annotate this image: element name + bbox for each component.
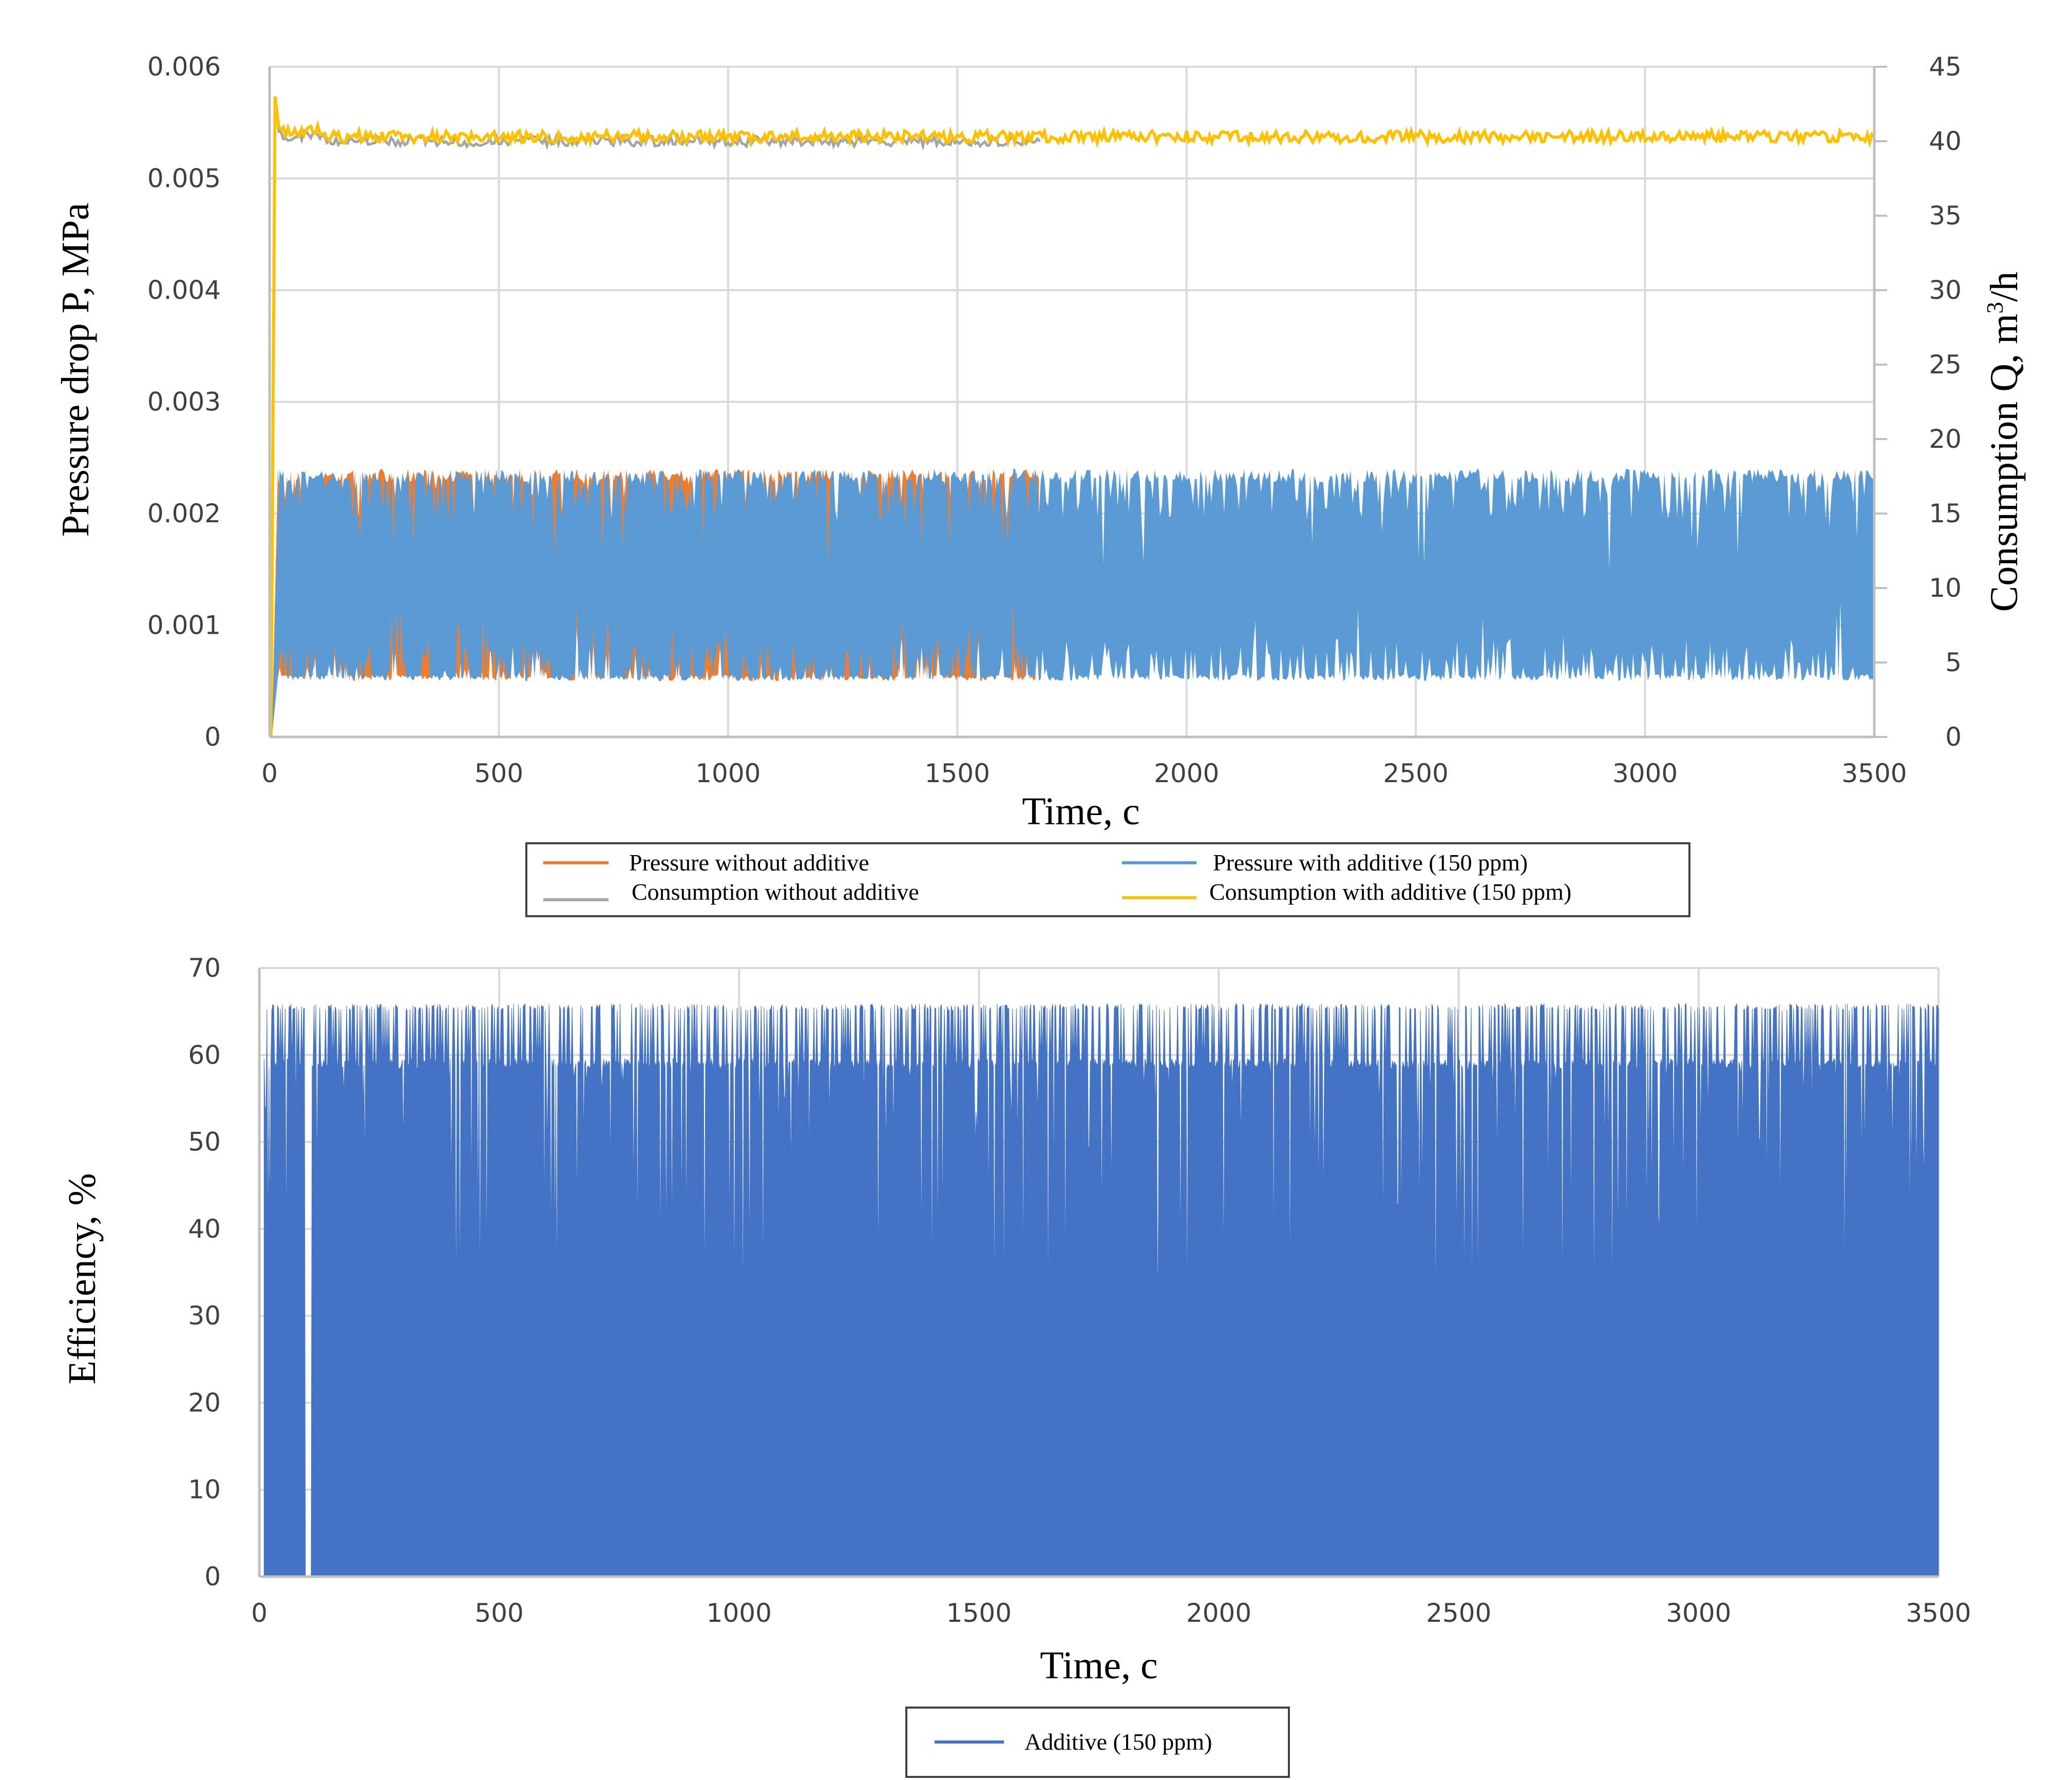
area-additive-efficiency bbox=[263, 1002, 1939, 1577]
top-y2-tick-labels: 0 5 10 15 20 25 30 35 40 45 bbox=[1929, 52, 1962, 752]
y2-title-superscript: 3 bbox=[1982, 302, 2008, 314]
top-y2-tick-5: 25 bbox=[1929, 350, 1962, 380]
bottom-x-axis-title: Time, c bbox=[1040, 1644, 1157, 1687]
legend-label-consumption-with: Consumption with additive (150 ppm) bbox=[1209, 879, 1571, 905]
bottom-y-tick-0: 0 bbox=[204, 1562, 221, 1592]
bottom-y-tick-7: 70 bbox=[188, 953, 221, 983]
bottom-x-tick-1: 500 bbox=[474, 1598, 523, 1628]
bottom-y-tick-1: 10 bbox=[188, 1475, 221, 1505]
bottom-x-tick-6: 3000 bbox=[1666, 1598, 1731, 1628]
top-y-axis-title: Pressure drop P, MPa bbox=[54, 203, 97, 537]
top-legend: Pressure without additive Consumption wi… bbox=[525, 842, 1690, 917]
top-x-tick-4: 2000 bbox=[1154, 759, 1219, 788]
top-x-tick-6: 3000 bbox=[1612, 759, 1678, 788]
line-consumption-with-additive bbox=[269, 96, 1876, 737]
pressure-consumption-chart: 0 0.001 0.002 0.003 0.004 0.005 0.006 0 5 10 15 20… bbox=[54, 52, 2026, 917]
top-x-tick-7: 3500 bbox=[1841, 759, 1907, 788]
bottom-y-tick-labels: 0 10 20 30 40 50 60 70 bbox=[188, 953, 221, 1592]
efficiency-chart: 0 10 20 30 40 50 60 70 0 500 1000 1500 2000 2500 3000… bbox=[61, 953, 1971, 1778]
series-consumption-without-additive bbox=[270, 96, 1041, 737]
top-x-tick-0: 0 bbox=[261, 759, 278, 788]
top-x-tick-2: 1000 bbox=[695, 759, 761, 788]
top-y-tick-5: 0.005 bbox=[147, 164, 221, 194]
top-y2-tick-4: 20 bbox=[1929, 424, 1962, 454]
bottom-x-tick-7: 3500 bbox=[1906, 1598, 1971, 1628]
top-x-tick-5: 2500 bbox=[1383, 759, 1449, 788]
bottom-x-tick-3: 1500 bbox=[946, 1598, 1012, 1628]
series-consumption-with-additive bbox=[269, 96, 1876, 737]
top-axes bbox=[268, 66, 1887, 738]
bottom-y-tick-4: 40 bbox=[188, 1214, 221, 1244]
bottom-y-tick-2: 20 bbox=[188, 1388, 221, 1417]
top-y2-tick-1: 5 bbox=[1945, 648, 1962, 677]
bottom-y-tick-5: 50 bbox=[188, 1127, 221, 1157]
top-legend-box bbox=[525, 842, 1690, 917]
top-x-tick-3: 1500 bbox=[925, 759, 990, 788]
bottom-x-tick-5: 2500 bbox=[1426, 1598, 1491, 1628]
top-y2-tick-9: 45 bbox=[1929, 52, 1962, 82]
top-y2-tick-2: 10 bbox=[1929, 573, 1962, 603]
bottom-y-tick-6: 60 bbox=[188, 1040, 221, 1070]
top-y-tick-2: 0.002 bbox=[147, 499, 221, 528]
bottom-y-axis-title: Efficiency, % bbox=[61, 1173, 104, 1384]
series-additive-efficiency bbox=[263, 1002, 1939, 1577]
y2-title-main: Consumption Q, m bbox=[1983, 314, 2026, 612]
y2-title-tail: /h bbox=[1983, 272, 2026, 302]
top-y-tick-1: 0.001 bbox=[147, 611, 221, 640]
legend-label-consumption-without: Consumption without additive bbox=[632, 879, 919, 905]
bottom-x-tick-4: 2000 bbox=[1186, 1598, 1251, 1628]
top-x-tick-1: 500 bbox=[474, 759, 523, 788]
top-y-tick-labels: 0 0.001 0.002 0.003 0.004 0.005 0.006 bbox=[147, 52, 221, 752]
top-y-tick-4: 0.004 bbox=[147, 275, 221, 305]
series-pressure-with-additive bbox=[272, 469, 1874, 737]
top-x-axis-title: Time, c bbox=[1022, 790, 1139, 833]
top-y2-tick-3: 15 bbox=[1929, 499, 1962, 528]
legend-label-pressure-with: Pressure with additive (150 ppm) bbox=[1213, 849, 1528, 876]
top-y2-tick-0: 0 bbox=[1945, 722, 1962, 752]
legend-label-pressure-without: Pressure without additive bbox=[629, 849, 869, 876]
top-y2-tick-8: 40 bbox=[1929, 126, 1962, 156]
legend-label-additive: Additive (150 ppm) bbox=[1024, 1729, 1212, 1755]
band-pressure-with-additive bbox=[272, 469, 1874, 737]
bottom-x-tick-labels: 0 500 1000 1500 2000 2500 3000 3500 bbox=[251, 1598, 1971, 1628]
top-y2-tick-7: 35 bbox=[1929, 201, 1962, 231]
bottom-x-tick-0: 0 bbox=[251, 1598, 268, 1628]
top-y-tick-6: 0.006 bbox=[147, 52, 221, 82]
top-y-tick-0: 0 bbox=[204, 722, 221, 752]
bottom-axes bbox=[258, 968, 1938, 1578]
bottom-y-tick-3: 30 bbox=[188, 1301, 221, 1331]
top-y2-axis-title: Consumption Q, m3/h bbox=[1982, 272, 2026, 612]
top-x-tick-labels: 0 500 1000 1500 2000 2500 3000 3500 bbox=[261, 759, 1907, 788]
top-y-tick-3: 0.003 bbox=[147, 387, 221, 417]
top-y2-tick-6: 30 bbox=[1929, 275, 1962, 305]
bottom-x-tick-2: 1000 bbox=[707, 1598, 772, 1628]
bottom-legend: Additive (150 ppm) bbox=[905, 1707, 1290, 1778]
line-consumption-without-additive bbox=[270, 96, 1041, 737]
